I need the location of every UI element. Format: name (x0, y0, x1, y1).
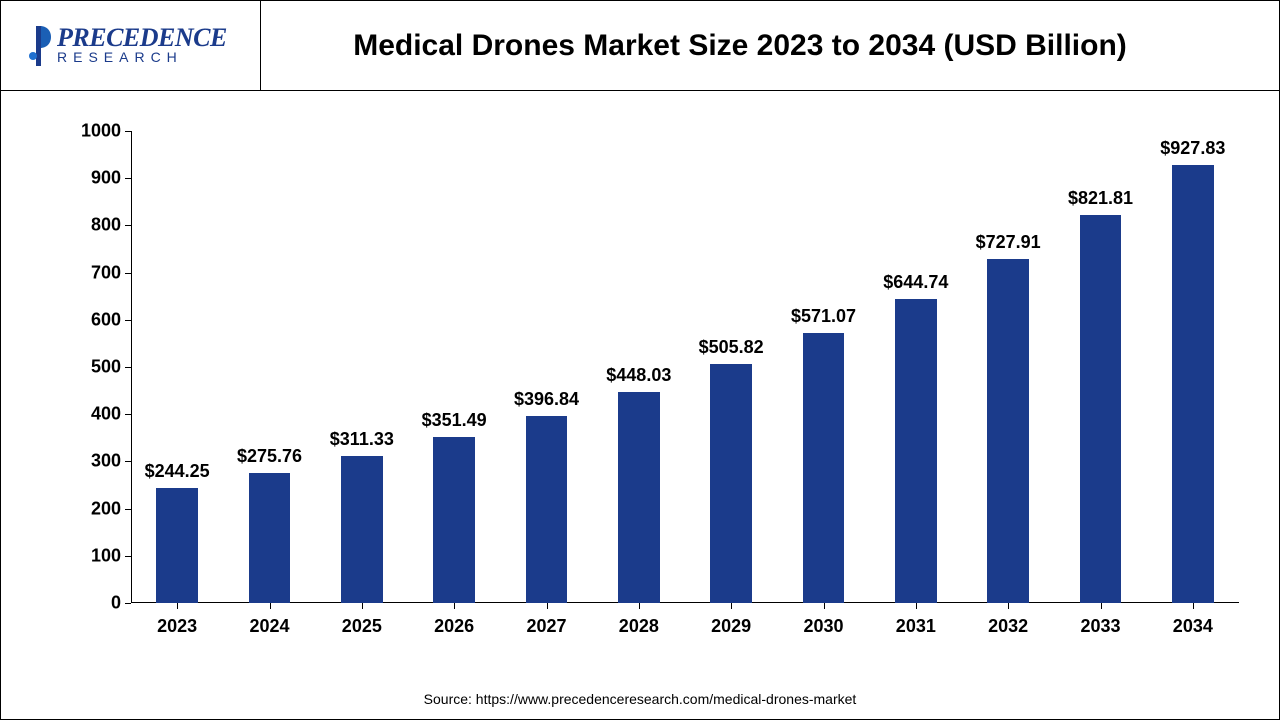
bar: $448.03 (618, 392, 660, 603)
y-tick-label: 400 (91, 404, 121, 425)
y-tick-label: 500 (91, 357, 121, 378)
bar: $644.74 (895, 299, 937, 603)
bar-value-label: $396.84 (514, 389, 579, 410)
logo-text: PRECEDENCE RESEARCH (57, 26, 227, 65)
logo: PRECEDENCE RESEARCH (27, 24, 227, 68)
bar-value-label: $821.81 (1068, 188, 1133, 209)
bar-rect (433, 437, 475, 603)
x-tick-label: 2029 (711, 616, 751, 637)
bar: $821.81 (1080, 215, 1122, 603)
bar-value-label: $244.25 (145, 461, 210, 482)
x-tick-mark (177, 603, 178, 609)
x-tick-label: 2023 (157, 616, 197, 637)
y-tick-label: 100 (91, 545, 121, 566)
bar-rect (156, 488, 198, 603)
x-tick-label: 2024 (249, 616, 289, 637)
bar: $571.07 (803, 333, 845, 603)
y-tick-label: 600 (91, 309, 121, 330)
bars-group: $244.252023$275.762024$311.332025$351.49… (131, 131, 1239, 603)
y-tick-label: 300 (91, 451, 121, 472)
x-tick-mark (547, 603, 548, 609)
x-tick-label: 2031 (896, 616, 936, 637)
bar: $311.33 (341, 456, 383, 603)
bar: $396.84 (526, 416, 568, 603)
bar-rect (895, 299, 937, 603)
x-tick-mark (1193, 603, 1194, 609)
chart-container: PRECEDENCE RESEARCH Medical Drones Marke… (0, 0, 1280, 720)
x-tick-label: 2026 (434, 616, 474, 637)
x-tick-mark (362, 603, 363, 609)
x-tick-mark (270, 603, 271, 609)
logo-main: PRECEDENCE (57, 23, 227, 52)
bar-rect (341, 456, 383, 603)
x-tick-label: 2032 (988, 616, 1028, 637)
chart-panel: 0 100 200 300 400 500 600 700 800 900 1000 $244.25… (1, 91, 1279, 683)
y-tick-label: 700 (91, 262, 121, 283)
bar: $244.25 (156, 488, 198, 603)
bar-value-label: $351.49 (422, 410, 487, 431)
logo-icon (27, 24, 53, 68)
bar-rect (249, 473, 291, 603)
bar-rect (1172, 165, 1214, 603)
x-tick-mark (1101, 603, 1102, 609)
x-tick-mark (1008, 603, 1009, 609)
bar-value-label: $275.76 (237, 446, 302, 467)
x-tick-mark (639, 603, 640, 609)
title-cell: Medical Drones Market Size 2023 to 2034 … (261, 29, 1269, 63)
x-tick-label: 2033 (1080, 616, 1120, 637)
bar: $351.49 (433, 437, 475, 603)
bar-rect (803, 333, 845, 603)
bar: $275.76 (249, 473, 291, 603)
bar-rect (1080, 215, 1122, 603)
bar-rect (526, 416, 568, 603)
y-tick-mark (125, 603, 131, 604)
bar: $505.82 (710, 364, 752, 603)
bar-value-label: $727.91 (976, 232, 1041, 253)
bar-rect (710, 364, 752, 603)
x-tick-mark (824, 603, 825, 609)
header-row: PRECEDENCE RESEARCH Medical Drones Marke… (1, 1, 1279, 91)
bar-rect (618, 392, 660, 603)
bar: $927.83 (1172, 165, 1214, 603)
y-tick-label: 200 (91, 498, 121, 519)
y-tick-label: 900 (91, 168, 121, 189)
x-tick-label: 2030 (803, 616, 843, 637)
x-tick-mark (731, 603, 732, 609)
plot-area: 01002003004005006007008009001000 $244.25… (131, 131, 1239, 603)
bar-value-label: $311.33 (330, 429, 394, 450)
x-tick-label: 2034 (1173, 616, 1213, 637)
bar-value-label: $927.83 (1160, 138, 1225, 159)
logo-cell: PRECEDENCE RESEARCH (11, 1, 261, 90)
source-text: Source: https://www.precedenceresearch.c… (1, 683, 1279, 719)
x-tick-label: 2028 (619, 616, 659, 637)
x-tick-mark (454, 603, 455, 609)
y-tick-label: 0 (111, 593, 121, 614)
y-tick-label: 800 (91, 215, 121, 236)
chart-title: Medical Drones Market Size 2023 to 2034 … (353, 29, 1127, 63)
x-tick-label: 2025 (342, 616, 382, 637)
bar-value-label: $571.07 (791, 306, 856, 327)
x-tick-mark (916, 603, 917, 609)
bar-value-label: $644.74 (883, 272, 948, 293)
bar-value-label: $505.82 (699, 337, 764, 358)
bar: $727.91 (987, 259, 1029, 603)
bar-rect (987, 259, 1029, 603)
bar-value-label: $448.03 (606, 365, 671, 386)
y-tick-label: 1000 (81, 121, 121, 142)
x-tick-label: 2027 (526, 616, 566, 637)
